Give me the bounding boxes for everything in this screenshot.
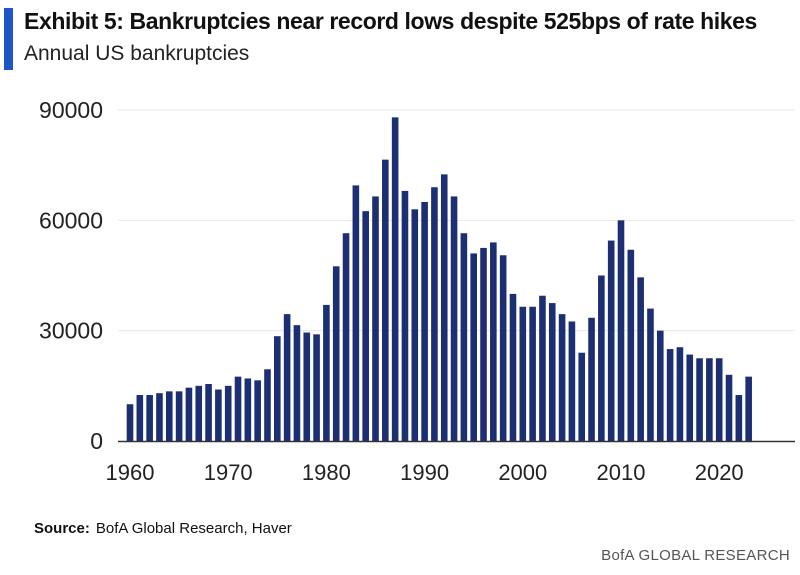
bar	[401, 190, 409, 441]
x-tick-label: 2020	[695, 460, 744, 485]
bar	[195, 385, 203, 441]
bar	[666, 349, 674, 441]
chart-title: Exhibit 5: Bankruptcies near record lows…	[24, 8, 757, 34]
bar	[627, 249, 635, 441]
bar	[362, 211, 369, 441]
bar	[548, 303, 556, 441]
bar	[715, 358, 723, 441]
bar	[431, 187, 438, 441]
y-tick-label: 0	[90, 428, 103, 454]
bar	[686, 354, 694, 441]
bar	[529, 306, 536, 441]
y-tick-labels: 0 30000 60000 90000	[39, 97, 103, 454]
bar	[509, 293, 517, 441]
bar	[352, 185, 360, 441]
y-tick-label: 30000	[39, 318, 103, 344]
bar	[293, 325, 301, 441]
source-note: Source: BofA Global Research, Haver	[34, 520, 292, 537]
bar	[382, 159, 389, 441]
bar	[313, 334, 320, 441]
bar	[637, 277, 644, 441]
bar	[440, 174, 448, 442]
bar	[254, 380, 261, 441]
bar	[450, 196, 458, 441]
bar	[244, 378, 252, 441]
bar	[372, 196, 379, 441]
bar	[519, 306, 527, 441]
x-tick-label: 1990	[400, 460, 449, 485]
bar	[234, 376, 242, 441]
y-tick-label: 90000	[39, 97, 103, 123]
bar	[391, 117, 399, 442]
x-tick-label: 1970	[204, 460, 253, 485]
bar	[283, 314, 291, 441]
bar	[323, 304, 330, 441]
bar	[215, 389, 222, 441]
bar	[578, 352, 586, 441]
x-tick-label: 2010	[597, 460, 646, 485]
brand-footer: BofA GLOBAL RESEARCH	[601, 547, 790, 564]
bar	[598, 275, 605, 441]
bar	[264, 369, 271, 441]
bar	[421, 201, 428, 441]
bar	[224, 385, 232, 441]
bar	[126, 404, 134, 441]
source-label: Source:	[34, 520, 90, 537]
title-accent-bar	[4, 8, 13, 70]
bar	[165, 391, 173, 441]
bar	[676, 347, 684, 441]
bar	[470, 253, 477, 441]
bar	[274, 336, 281, 441]
bar	[499, 255, 507, 441]
bar	[480, 247, 487, 441]
bar	[205, 383, 212, 441]
bar	[175, 391, 183, 441]
bar	[647, 308, 654, 441]
x-tick-label: 1980	[302, 460, 351, 485]
bar	[156, 393, 163, 441]
bar	[745, 376, 752, 441]
bar	[696, 358, 703, 441]
x-tick-label: 2000	[498, 460, 547, 485]
bar	[706, 358, 713, 441]
x-tick-labels: 1960 1970 1980 1990 2000 2010 2020	[106, 460, 744, 485]
bar	[539, 295, 546, 441]
bar	[146, 395, 153, 441]
bar	[460, 233, 468, 441]
bar	[558, 314, 566, 441]
bar	[411, 209, 419, 441]
bar-series	[126, 117, 752, 442]
bar	[617, 220, 625, 441]
bar	[303, 332, 311, 441]
x-tick-label: 1960	[106, 460, 155, 485]
bar	[136, 395, 144, 441]
bar	[588, 317, 595, 441]
bar	[185, 387, 193, 441]
y-tick-label: 60000	[39, 207, 103, 233]
bar	[332, 266, 340, 441]
bar	[568, 321, 576, 441]
bar	[490, 242, 497, 441]
bar	[607, 240, 615, 441]
source-text: BofA Global Research, Haver	[95, 520, 292, 537]
bar	[735, 395, 743, 441]
bar	[725, 374, 733, 441]
bar	[342, 233, 350, 441]
bar	[656, 330, 664, 441]
chart-subtitle: Annual US bankruptcies	[24, 42, 250, 65]
